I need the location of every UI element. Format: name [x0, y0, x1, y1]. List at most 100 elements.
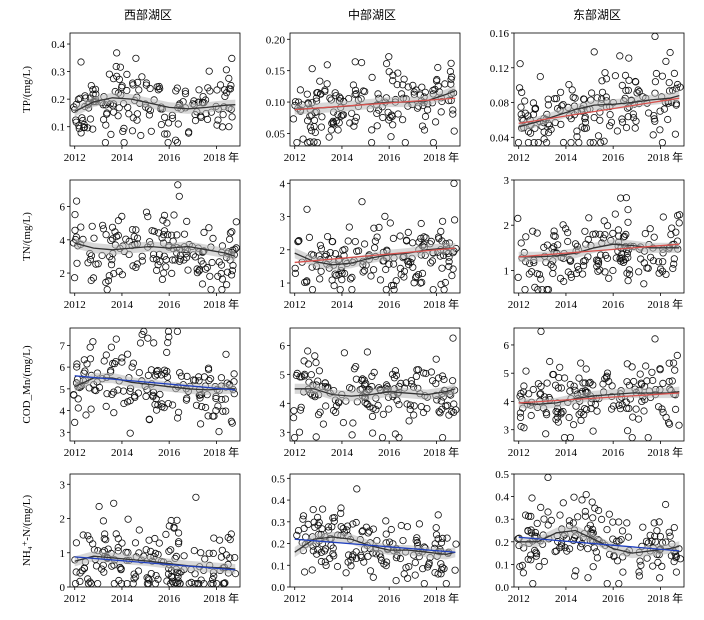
data-point: [403, 400, 411, 408]
data-point: [390, 374, 398, 382]
data-point: [571, 386, 579, 394]
panel-3-0: 0 1 2 3 2012 2014 2016 2018 年 NH₄⁺-N/(mg/L): [21, 473, 241, 605]
data-point: [72, 539, 81, 547]
y-tick-label: 0.0: [495, 582, 509, 594]
data-point: [314, 377, 322, 385]
data-point: [434, 570, 442, 578]
y-tick-label: 0.08: [490, 98, 510, 110]
data-point: [80, 564, 88, 572]
data-point: [564, 229, 572, 237]
data-point: [303, 205, 311, 213]
data-point: [304, 360, 313, 368]
data-point: [135, 86, 143, 94]
data-point: [589, 514, 597, 522]
data-point: [308, 65, 316, 73]
data-point: [165, 119, 173, 127]
data-point: [73, 197, 81, 205]
column-title-east: 东部湖区: [573, 7, 621, 22]
data-point: [77, 129, 85, 137]
data-point: [530, 139, 538, 147]
data-point: [107, 261, 116, 269]
data-point: [675, 219, 683, 227]
data-point: [533, 519, 541, 528]
data-point: [527, 526, 535, 534]
data-point: [622, 86, 630, 95]
data-point: [292, 371, 300, 380]
trend-line: [518, 536, 680, 552]
data-point: [603, 254, 612, 262]
data-point: [621, 71, 630, 80]
data-point: [607, 118, 616, 126]
data-point: [594, 267, 602, 275]
data-point: [389, 281, 398, 289]
data-point: [348, 273, 356, 281]
data-point: [89, 125, 97, 133]
data-point: [664, 115, 672, 124]
data-point: [133, 234, 142, 242]
data-point: [232, 244, 240, 252]
data-point: [228, 113, 236, 121]
data-point: [213, 121, 221, 129]
x-tick-label: 2014: [331, 299, 354, 311]
x-tick-label: 2018 年: [203, 591, 239, 605]
data-point: [676, 83, 684, 91]
data-point: [452, 540, 460, 548]
data-point: [605, 274, 613, 282]
data-point: [614, 226, 623, 234]
data-point: [432, 379, 440, 388]
data-point: [135, 368, 143, 377]
data-point: [351, 117, 359, 125]
data-point: [112, 530, 120, 538]
data-point: [538, 285, 546, 294]
data-point: [597, 251, 605, 259]
data-point: [517, 422, 525, 431]
data-point: [527, 411, 535, 420]
data-point: [340, 349, 348, 357]
data-point: [670, 255, 678, 263]
data-point: [147, 569, 155, 578]
data-point: [130, 233, 138, 241]
data-point: [517, 103, 525, 111]
data-point: [435, 408, 443, 416]
data-point: [413, 534, 421, 542]
data-point: [422, 234, 430, 242]
data-point: [228, 228, 236, 236]
data-point: [392, 371, 400, 379]
data-point: [352, 362, 360, 371]
data-point: [590, 114, 598, 122]
data-point: [367, 272, 375, 280]
x-tick-label: 2016: [158, 152, 181, 164]
y-tick-label: 5: [504, 368, 510, 380]
data-point: [162, 256, 170, 264]
data-point: [71, 211, 79, 219]
data-point: [307, 371, 315, 379]
data-point: [147, 547, 155, 556]
data-point: [672, 228, 680, 236]
data-point: [655, 269, 663, 277]
data-point: [344, 558, 352, 566]
data-point: [89, 338, 97, 346]
y-tick-label: 2: [60, 514, 66, 526]
data-point: [71, 226, 79, 234]
data-point: [114, 534, 122, 543]
data-point: [164, 231, 172, 239]
data-point: [649, 562, 657, 570]
data-point: [434, 374, 443, 382]
x-tick-label: 2016: [378, 299, 401, 311]
data-point: [401, 139, 409, 147]
data-point: [524, 527, 532, 535]
y-tick-label: 0.4: [495, 492, 509, 504]
data-point: [544, 95, 552, 103]
data-point: [142, 392, 150, 400]
data-point: [620, 232, 629, 240]
y-tick-label: 1: [60, 548, 66, 560]
x-tick-label: 2016: [158, 447, 181, 459]
points-group: [70, 181, 240, 294]
x-tick-label: 2018 年: [203, 150, 239, 164]
data-point: [230, 370, 238, 378]
data-point: [567, 273, 576, 281]
data-point: [601, 268, 609, 276]
data-point: [163, 348, 171, 356]
data-point: [624, 218, 632, 226]
data-point: [124, 398, 132, 406]
